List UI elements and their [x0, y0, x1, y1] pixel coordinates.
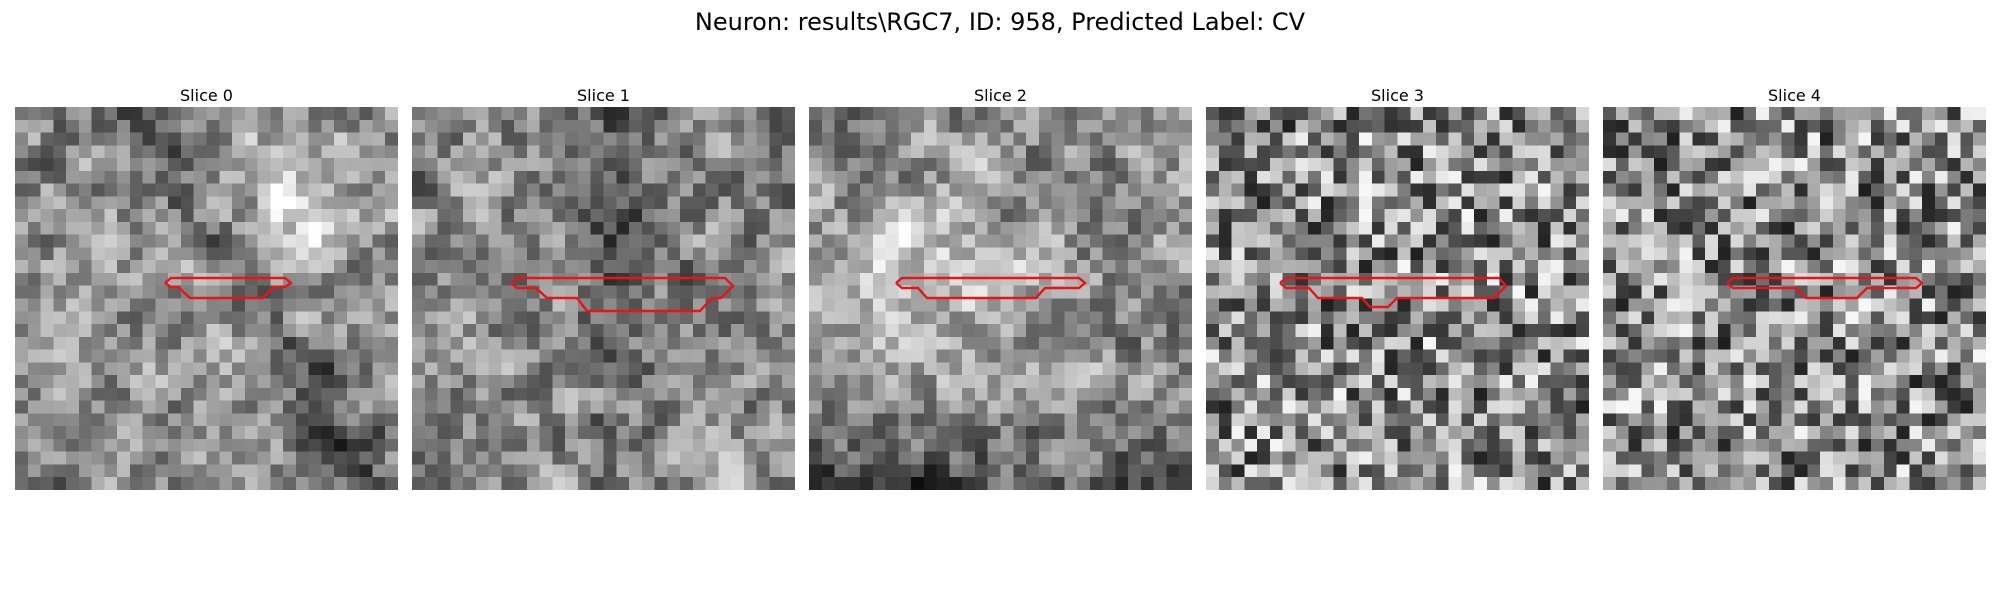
slice-image-1: [412, 107, 795, 490]
roi-contour-2: [895, 276, 1087, 300]
slice-title-3: Slice 3: [1371, 86, 1424, 105]
slice-panel-0: Slice 0: [15, 86, 398, 490]
slice-title-4: Slice 4: [1768, 86, 1821, 105]
slice-panel-1: Slice 1: [412, 86, 795, 490]
slice-title-0: Slice 0: [180, 86, 233, 105]
roi-contour-1: [510, 276, 735, 313]
roi-contour-3: [1279, 276, 1508, 309]
figure-title: Neuron: results\RGC7, ID: 958, Predicted…: [694, 8, 1306, 36]
slice-panel-3: Slice 3: [1206, 86, 1589, 490]
slice-image-4: [1603, 107, 1986, 490]
roi-contour-0: [164, 276, 294, 300]
slice-title-1: Slice 1: [577, 86, 630, 105]
roi-contour-4: [1726, 276, 1924, 300]
slice-title-2: Slice 2: [974, 86, 1027, 105]
slice-panel-2: Slice 2: [809, 86, 1192, 490]
slice-panel-4: Slice 4: [1603, 86, 1986, 490]
